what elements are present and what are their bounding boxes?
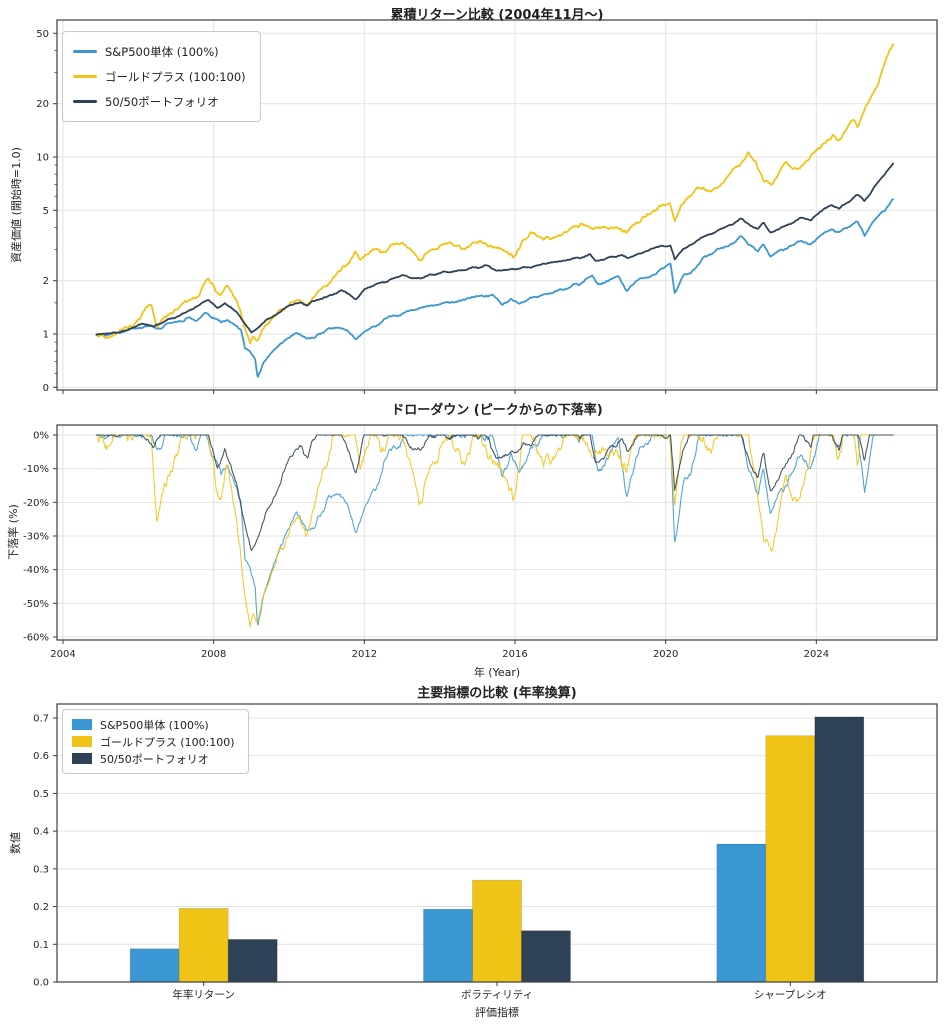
svg-text:0.4: 0.4 [33, 827, 49, 838]
goldplus-rect-swatch [72, 736, 92, 747]
svg-text:10: 10 [36, 153, 49, 164]
drawdown-lines [95, 434, 894, 628]
bar-goldplus-2 [765, 735, 816, 983]
legend-item-fifty: 50/50ポートフォリオ [73, 89, 246, 114]
svg-text:0.2: 0.2 [33, 902, 49, 913]
svg-text:-30%: -30% [23, 532, 49, 543]
svg-text:0.1: 0.1 [33, 940, 49, 951]
metric-x-axis-label: 評価指標 [475, 1006, 519, 1019]
legend-label-sp500: S&P500単体 (100%) [105, 44, 219, 59]
svg-text:0%: 0% [33, 431, 49, 442]
cumulative-return-plot [57, 20, 937, 390]
svg-text:50: 50 [36, 29, 49, 40]
cumulative-legend: S&P500単体 (100%) ゴールドプラス (100:100) 50/50ポ… [62, 31, 261, 122]
svg-text:0.5: 0.5 [33, 789, 49, 800]
bar-goldplus-0 [178, 908, 229, 983]
drawdown-line-fifty [95, 434, 894, 552]
bars-sp500 [129, 843, 767, 983]
drawdown-plot [57, 425, 937, 640]
bar-goldplus-1 [472, 879, 522, 983]
bar-fifty-2 [814, 716, 865, 983]
svg-text:-60%: -60% [23, 633, 49, 644]
sp500-line-swatch [73, 50, 97, 53]
svg-text:-10%: -10% [23, 464, 49, 475]
legend-label-goldplus: ゴールドプラス (100:100) [105, 69, 246, 84]
drawdown-line-sp500 [95, 434, 894, 626]
svg-text:-20%: -20% [23, 498, 49, 509]
svg-text:0.3: 0.3 [33, 864, 49, 875]
svg-text:シャープレシオ: シャープレシオ [754, 989, 827, 1001]
svg-text:0.0: 0.0 [33, 978, 49, 989]
svg-text:-40%: -40% [23, 565, 49, 576]
metrics-bar-plot [57, 716, 937, 983]
bar-sp500-1 [423, 908, 473, 983]
svg-text:2012: 2012 [352, 649, 377, 660]
drawdown-chart-title: ドローダウン (ピークからの下落率) [391, 403, 603, 418]
legend-item-sp500-bar: S&P500単体 (100%) [72, 716, 235, 733]
bar-sp500-0 [129, 948, 180, 983]
cumulative-frame [56, 19, 938, 391]
drawdown-line-goldplus [95, 434, 894, 628]
line-goldplus [95, 43, 895, 345]
svg-text:0.6: 0.6 [33, 751, 49, 762]
svg-text:2016: 2016 [502, 649, 527, 660]
svg-text:-50%: -50% [23, 599, 49, 610]
legend-label-fifty-bar: 50/50ポートフォリオ [100, 752, 209, 766]
svg-text:2004: 2004 [50, 649, 75, 660]
metrics-legend: S&P500単体 (100%) ゴールドプラス (100:100) 50/50ポ… [62, 709, 249, 774]
svg-text:年率リターン: 年率リターン [172, 988, 234, 1001]
cumulative-y-axis-label: 資産価値 (開始時=1.0) [10, 147, 23, 263]
fifty-rect-swatch [72, 753, 92, 764]
year-x-axis-label: 年 (Year) [473, 666, 521, 679]
svg-text:20: 20 [36, 99, 49, 110]
fifty-line-swatch [73, 100, 97, 103]
line-sp500 [95, 197, 895, 378]
svg-text:2: 2 [43, 276, 49, 287]
bar-fifty-0 [227, 939, 278, 983]
goldplus-line-swatch [73, 75, 97, 78]
legend-label-goldplus-bar: ゴールドプラス (100:100) [100, 735, 235, 749]
legend-label-fifty: 50/50ポートフォリオ [105, 94, 219, 109]
bar-fifty-1 [521, 930, 571, 983]
svg-text:ボラティリティ: ボラティリティ [461, 989, 533, 1001]
svg-text:1: 1 [43, 330, 49, 341]
svg-text:0: 0 [43, 383, 49, 394]
svg-text:2008: 2008 [201, 649, 226, 660]
cumulative-chart-title: 累積リターン比較 (2004年11月〜) [390, 8, 604, 23]
cumulative-lines [95, 43, 895, 378]
bar-sp500-2 [716, 843, 767, 983]
svg-text:5: 5 [43, 206, 49, 217]
drawdown-grid [57, 425, 937, 640]
svg-text:0.7: 0.7 [33, 714, 49, 725]
sp500-rect-swatch [72, 719, 92, 730]
legend-item-sp500: S&P500単体 (100%) [73, 39, 246, 64]
legend-label-sp500-bar: S&P500単体 (100%) [100, 718, 209, 732]
metrics-chart-title: 主要指標の比較 (年率換算) [417, 686, 577, 701]
line-fifty [95, 162, 895, 336]
drawdown-y-axis-label: 下落率 (%) [7, 504, 20, 560]
svg-text:2020: 2020 [653, 649, 678, 660]
legend-item-goldplus: ゴールドプラス (100:100) [73, 64, 246, 89]
legend-item-fifty-bar: 50/50ポートフォリオ [72, 750, 235, 767]
drawdown-frame [56, 424, 938, 641]
legend-item-goldplus-bar: ゴールドプラス (100:100) [72, 733, 235, 750]
bars-fifty [227, 716, 865, 983]
metrics-y-axis-label: 数値 [9, 832, 22, 854]
svg-text:2024: 2024 [804, 649, 829, 660]
